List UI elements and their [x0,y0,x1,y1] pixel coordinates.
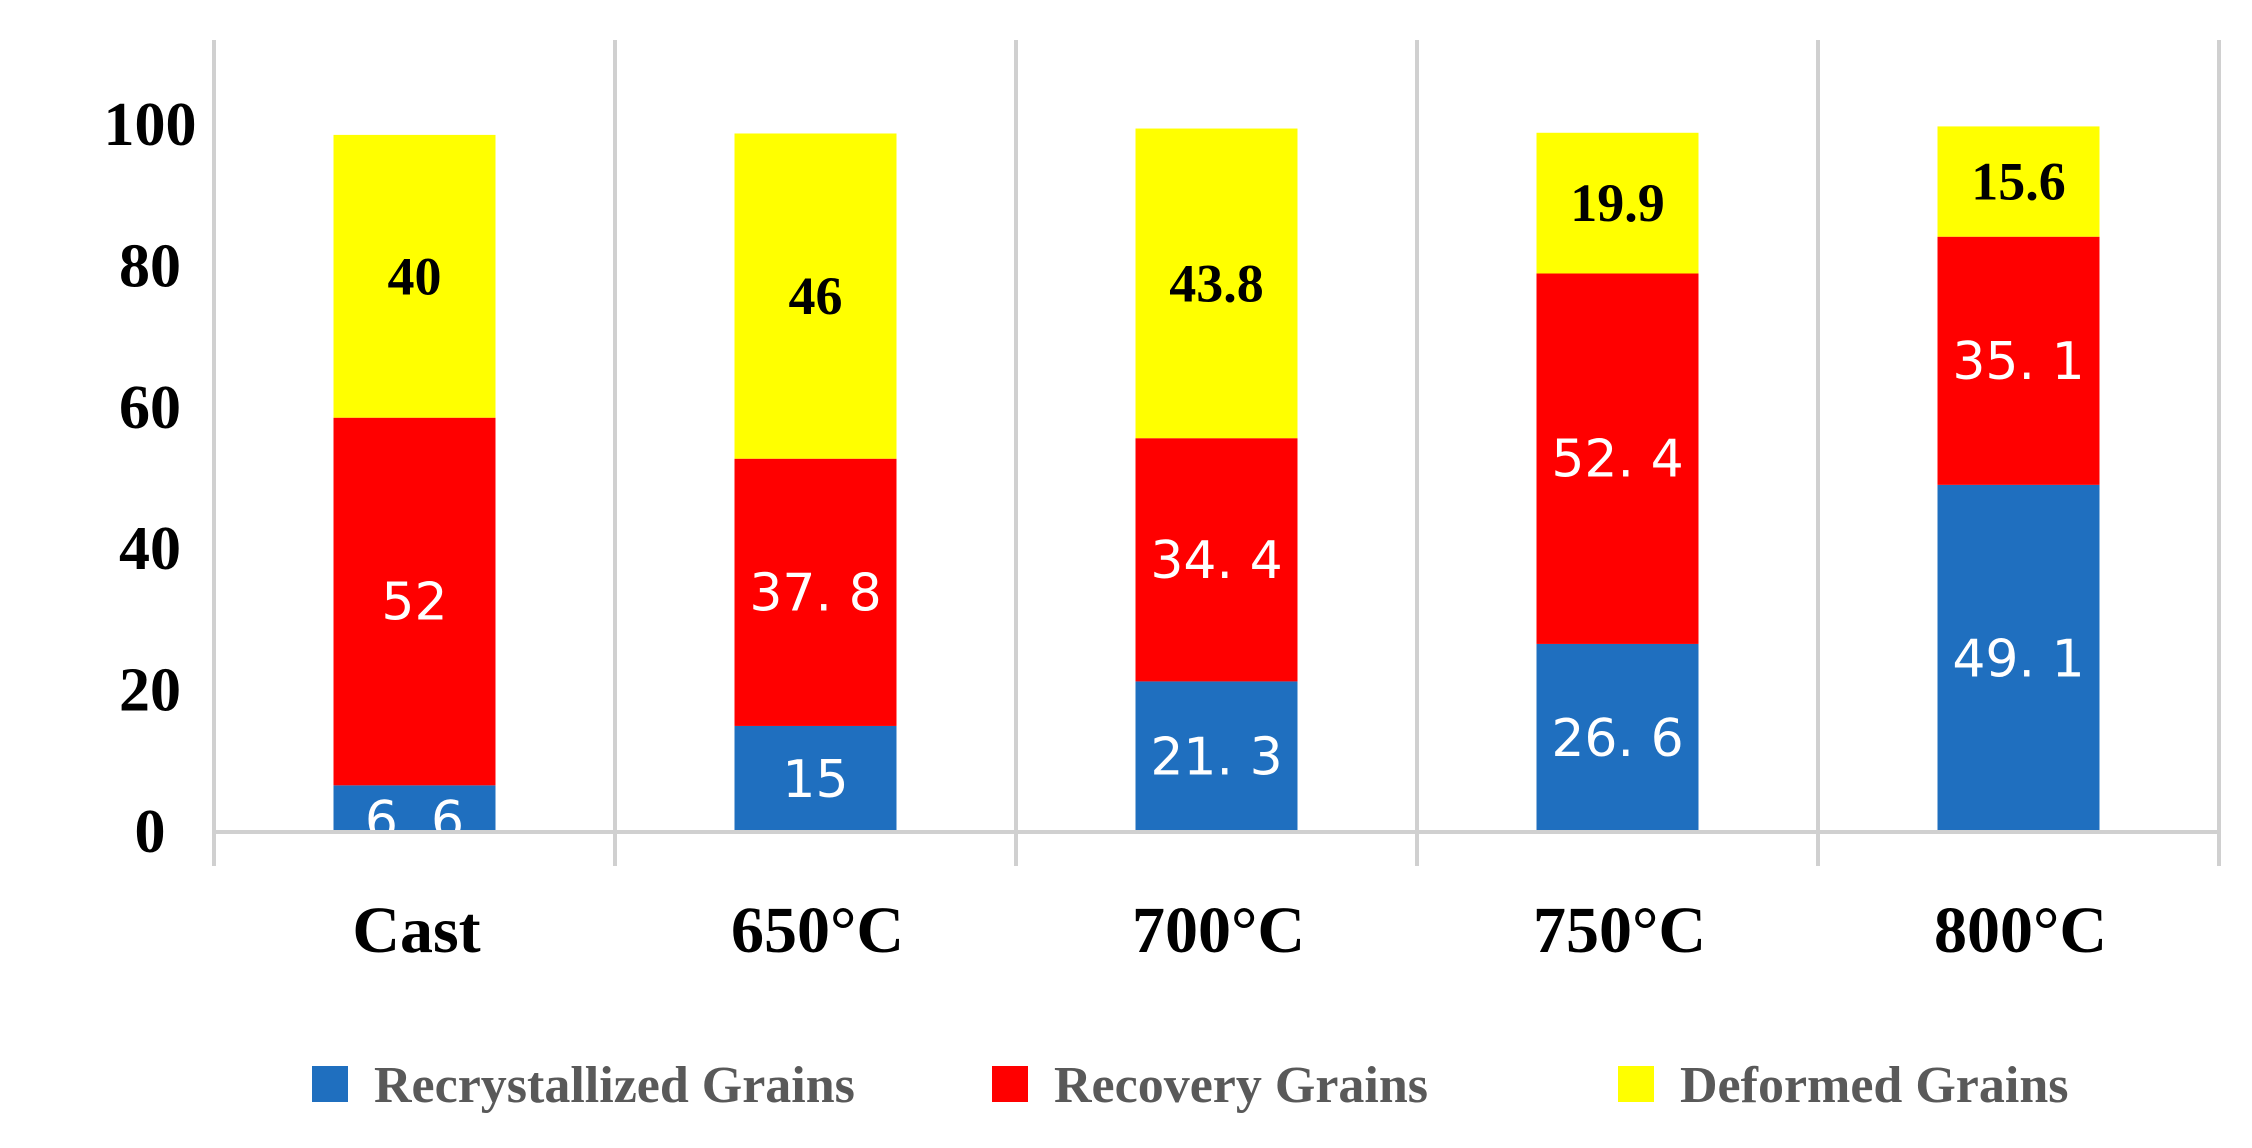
data-label: 52. 4 [1551,430,1683,490]
x-tick-label: Cast [352,894,480,967]
y-tick-label: 0 [135,798,166,866]
data-label: 40 [388,246,442,306]
legend-label: Recrystallized Grains [374,1057,855,1114]
x-tick-label: 800°C [1934,894,2107,967]
bar-segment-recrystallized-grains [734,725,897,832]
data-label: 37. 8 [749,563,881,623]
legend-label: Recovery Grains [1054,1057,1428,1114]
bar-segment-deformed-grains [1135,128,1298,439]
bars-group [333,126,2100,832]
bar-segment-deformed-grains [333,134,496,418]
legend-label: Deformed Grains [1680,1057,2068,1114]
y-tick-label: 100 [104,91,197,159]
y-tick-label: 80 [119,232,181,300]
data-label: 21. 3 [1150,728,1282,788]
x-tick-label: 650°C [731,894,904,967]
bar-segment-recrystallized-grains [1937,484,2100,832]
y-axis-ticks: 0 20 40 60 80 100 [104,91,197,866]
legend-swatch [312,1066,348,1102]
data-label: 43.8 [1169,253,1264,313]
data-label: 49. 1 [1952,629,2084,689]
axes-group [212,830,2221,866]
y-tick-label: 40 [119,515,181,583]
bar-segment-deformed-grains [1937,126,2100,237]
data-label: 34. 4 [1150,531,1282,591]
data-label: 19.9 [1570,173,1665,233]
bar-segment-deformed-grains [1536,132,1699,274]
data-label: 46 [789,266,843,326]
bar-segment-recovery-grains [1937,236,2100,485]
data-label: 15.6 [1971,152,2066,212]
bar-segment-recrystallized-grains [1135,681,1298,832]
legend-swatch [992,1066,1028,1102]
data-label: 52 [381,573,447,633]
bar-segment-recovery-grains [1135,438,1298,682]
x-tick-label: 750°C [1533,894,1706,967]
y-tick-label: 20 [119,657,181,725]
bar-segment-recovery-grains [734,458,897,726]
baseline-mask [214,834,2218,862]
legend-swatch [1618,1066,1654,1102]
legend: Recrystallized Grains Recovery Grains Defo… [312,1057,2068,1114]
bar-segment-deformed-grains [734,133,897,459]
grid-lines [212,40,2221,866]
y-tick-label: 60 [119,374,181,442]
bar-segment-recrystallized-grains [1536,643,1699,832]
x-axis-ticks: Cast 650°C 700°C 750°C 800°C [352,894,2107,967]
bar-segment-recovery-grains [333,417,496,786]
bar-segment-recrystallized-grains [333,785,496,832]
x-tick-label: 700°C [1132,894,1305,967]
data-label: 35. 1 [1952,332,2084,392]
data-label: 15 [782,750,848,810]
data-label: 26. 6 [1551,709,1683,769]
bar-segment-recovery-grains [1536,273,1699,644]
